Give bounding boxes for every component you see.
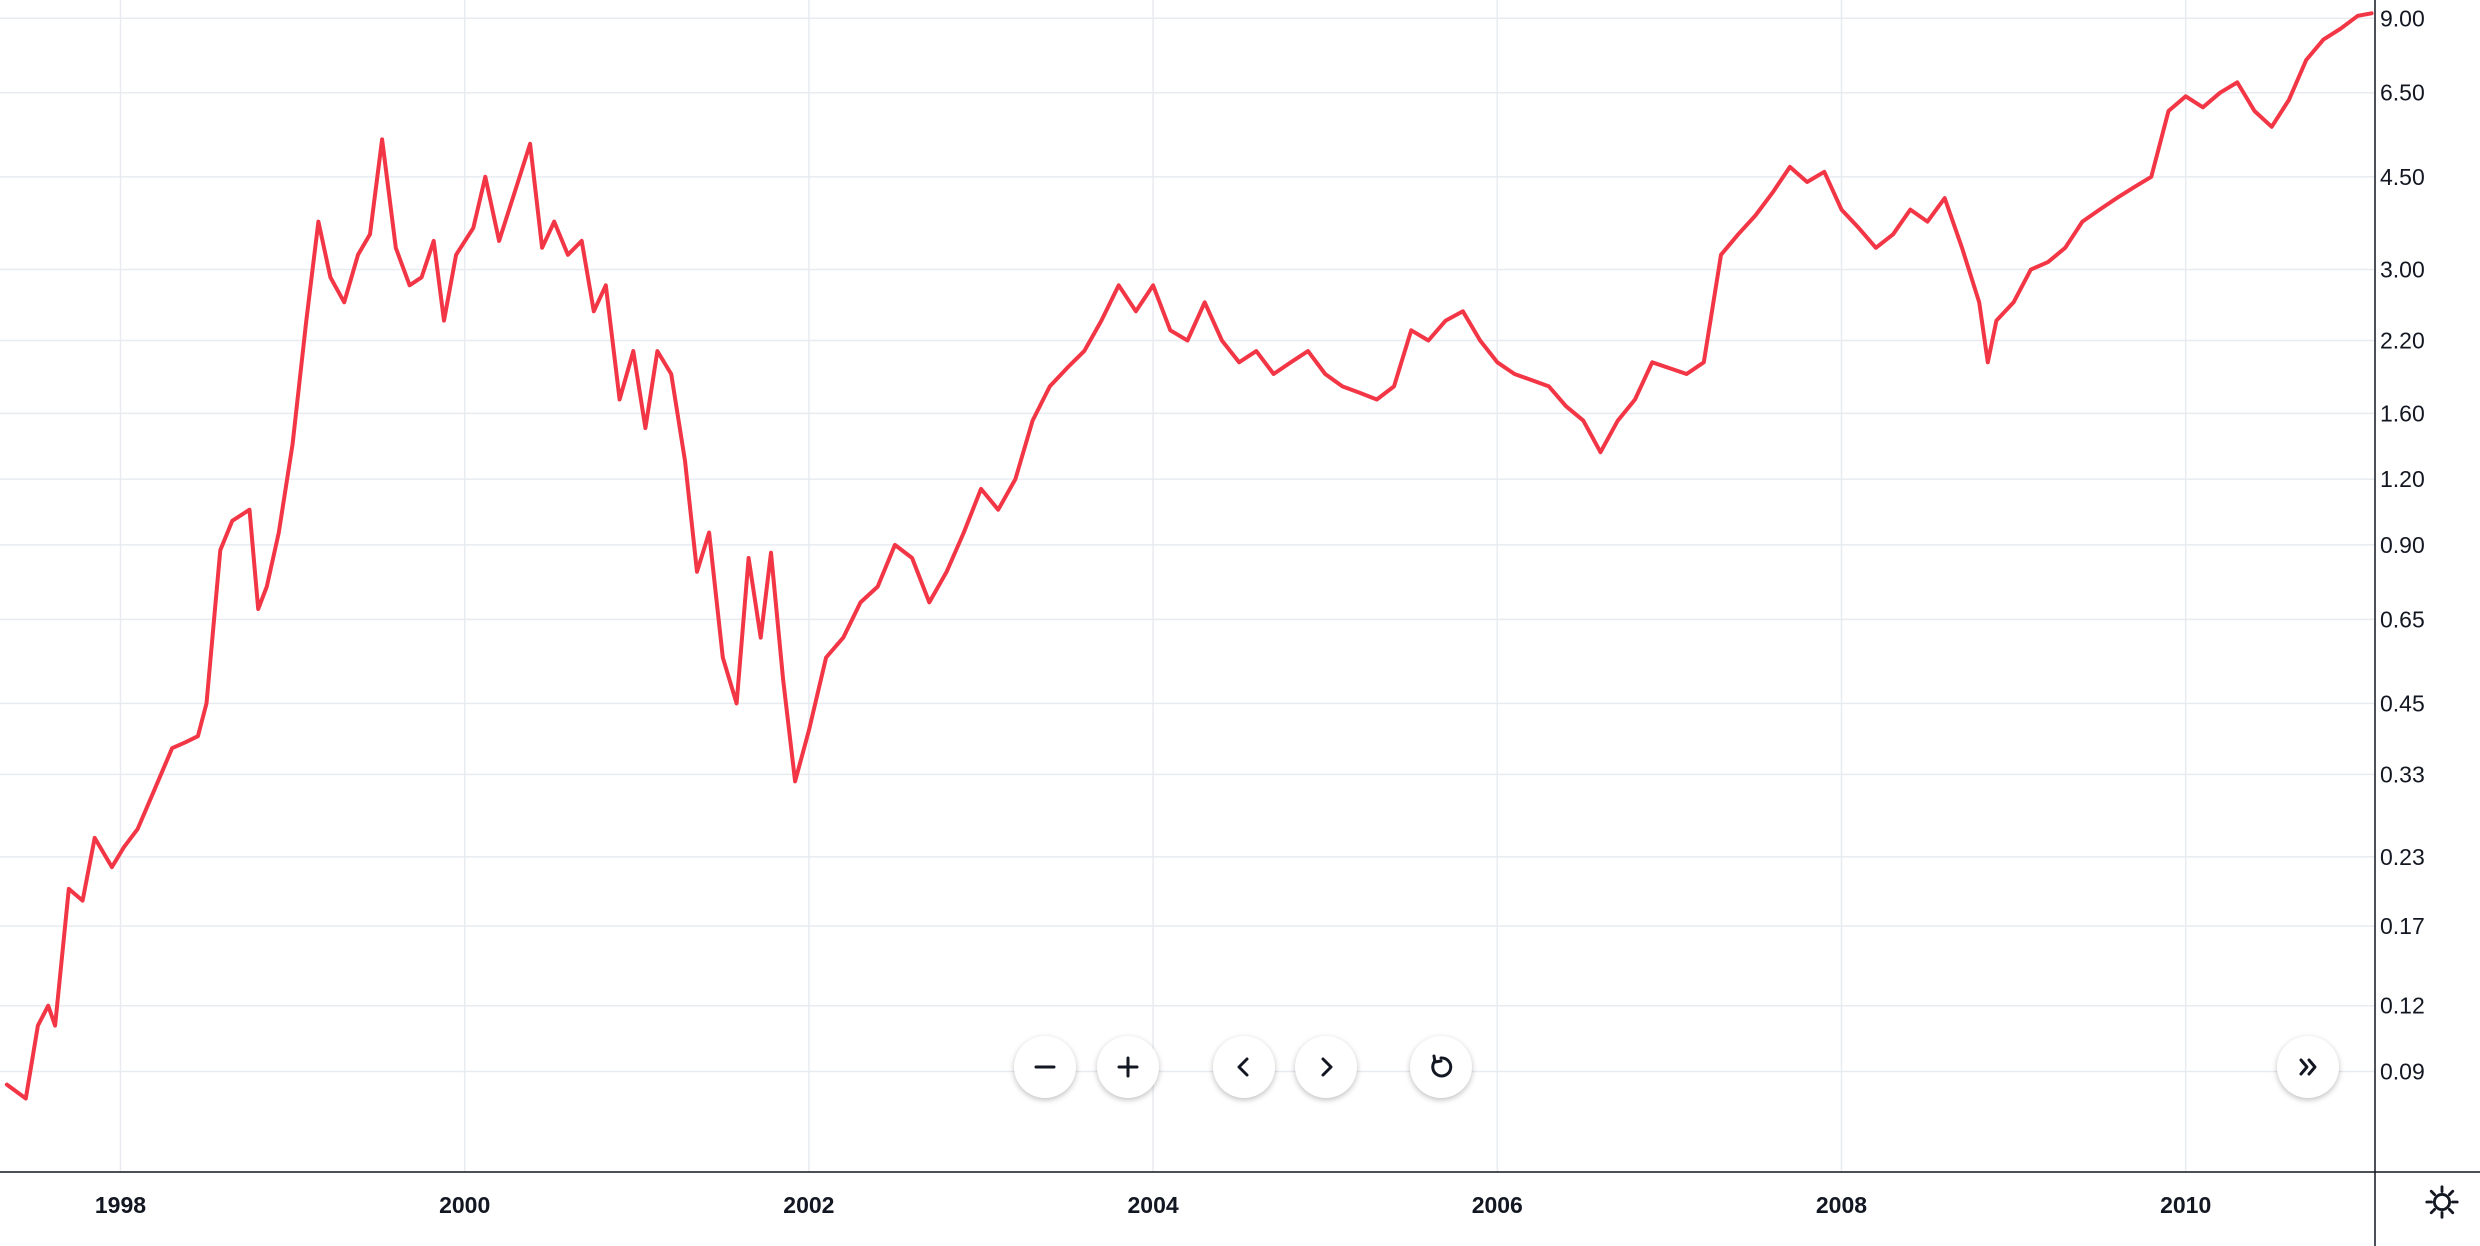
y-tick-label: 0.90 <box>2380 532 2425 558</box>
chevron-left-icon <box>1237 1057 1249 1077</box>
zoom-in-button[interactable] <box>1097 1036 1159 1098</box>
x-tick-label: 2004 <box>1127 1192 1178 1218</box>
gear-icon <box>2425 1185 2459 1219</box>
y-tick-label: 0.33 <box>2380 761 2425 787</box>
x-tick-label: 2010 <box>2160 1192 2211 1218</box>
y-tick-label: 0.65 <box>2380 606 2425 632</box>
scroll-to-realtime-button[interactable] <box>2277 1036 2339 1098</box>
series-line <box>4 11 2374 1101</box>
y-tick-label: 0.17 <box>2380 913 2425 939</box>
y-tick-label: 1.20 <box>2380 466 2425 492</box>
plus-icon <box>1117 1056 1139 1078</box>
x-tick-label: 2002 <box>783 1192 834 1218</box>
y-tick-label: 3.00 <box>2380 257 2425 283</box>
minus-icon <box>1034 1065 1056 1069</box>
settings-button[interactable] <box>2420 1180 2464 1224</box>
scroll-left-button[interactable] <box>1213 1036 1275 1098</box>
x-tick-label: 2008 <box>1816 1192 1867 1218</box>
x-tick-label: 2006 <box>1472 1192 1523 1218</box>
y-tick-label: 0.09 <box>2380 1059 2425 1085</box>
double-chevron-right-icon <box>2299 1058 2317 1076</box>
x-tick-label: 2000 <box>439 1192 490 1218</box>
y-tick-label: 6.50 <box>2380 80 2425 106</box>
reset-icon <box>1431 1054 1453 1078</box>
y-tick-label: 4.50 <box>2380 164 2425 190</box>
x-tick-label: 1998 <box>95 1192 146 1218</box>
y-tick-label: 9.00 <box>2380 5 2425 31</box>
chevron-right-icon <box>1321 1057 1333 1077</box>
scroll-right-button[interactable] <box>1295 1036 1357 1098</box>
x-axis-ticks: 1998 2000 2002 2004 2006 2008 2010 <box>95 1192 2211 1218</box>
grid-lines <box>0 0 2375 1172</box>
y-axis-ticks: 9.00 6.50 4.50 3.00 2.20 1.60 1.20 0.90 0.65 0.45… <box>2380 5 2425 1084</box>
y-tick-label: 2.20 <box>2380 327 2425 353</box>
y-tick-label: 0.12 <box>2380 993 2425 1019</box>
y-tick-label: 1.60 <box>2380 400 2425 426</box>
y-tick-label: 0.45 <box>2380 690 2425 716</box>
y-tick-label: 0.23 <box>2380 844 2425 870</box>
zoom-out-button[interactable] <box>1014 1036 1076 1098</box>
reset-chart-button[interactable] <box>1410 1036 1472 1098</box>
